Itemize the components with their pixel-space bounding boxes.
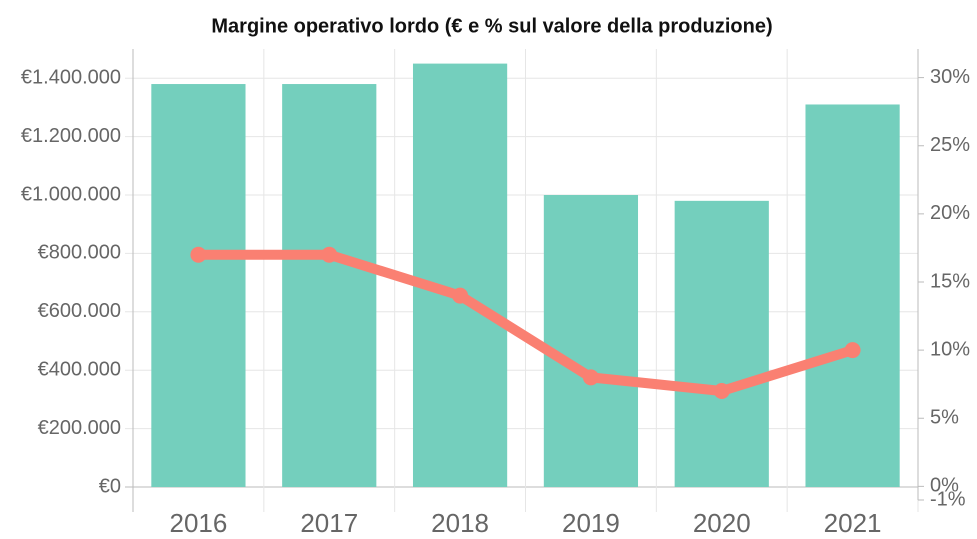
chart-title: Margine operativo lordo (€ e % sul valor… xyxy=(211,15,772,37)
y-tick-label: €400.000 xyxy=(38,358,121,380)
y-tick-label: €600.000 xyxy=(38,300,121,322)
bar xyxy=(282,84,377,488)
y2-tick-label: -1% xyxy=(930,488,966,510)
line xyxy=(193,249,858,396)
bar xyxy=(412,63,508,488)
y2-tick-label: 25% xyxy=(930,134,970,156)
line-point xyxy=(452,287,469,304)
y2-tick-label: 0% xyxy=(930,475,959,497)
y-tick-label: €1.200.000 xyxy=(21,125,121,147)
line-point xyxy=(844,342,861,359)
x-tick-label: 2016 xyxy=(169,508,227,538)
y2-tick-label: 15% xyxy=(930,270,970,292)
y-tick-label: €1.000.000 xyxy=(21,183,121,205)
x-tick-label: 2018 xyxy=(431,508,489,538)
bar xyxy=(151,84,246,488)
x-tick-label: 2021 xyxy=(824,508,882,538)
y-tick-label: €200.000 xyxy=(38,417,121,439)
line-point xyxy=(582,369,599,386)
y-tick-label: €1.400.000 xyxy=(21,66,121,88)
y-tick-label: €800.000 xyxy=(38,242,121,264)
y-tick-label: €0 xyxy=(99,475,121,497)
y2-tick-label: 5% xyxy=(930,407,959,429)
x-tick-label: 2019 xyxy=(562,508,620,538)
bar xyxy=(805,104,900,488)
y2-tick-label: 10% xyxy=(930,338,970,360)
y2-tick-label: 30% xyxy=(930,66,970,88)
bar xyxy=(543,195,639,488)
y2-tick-label: 20% xyxy=(930,202,970,224)
x-tick-label: 2020 xyxy=(693,508,751,538)
bar xyxy=(674,200,769,488)
line-point xyxy=(321,246,338,263)
line-point xyxy=(190,246,207,263)
x-tick-label: 2017 xyxy=(300,508,358,538)
line-point xyxy=(713,382,730,399)
